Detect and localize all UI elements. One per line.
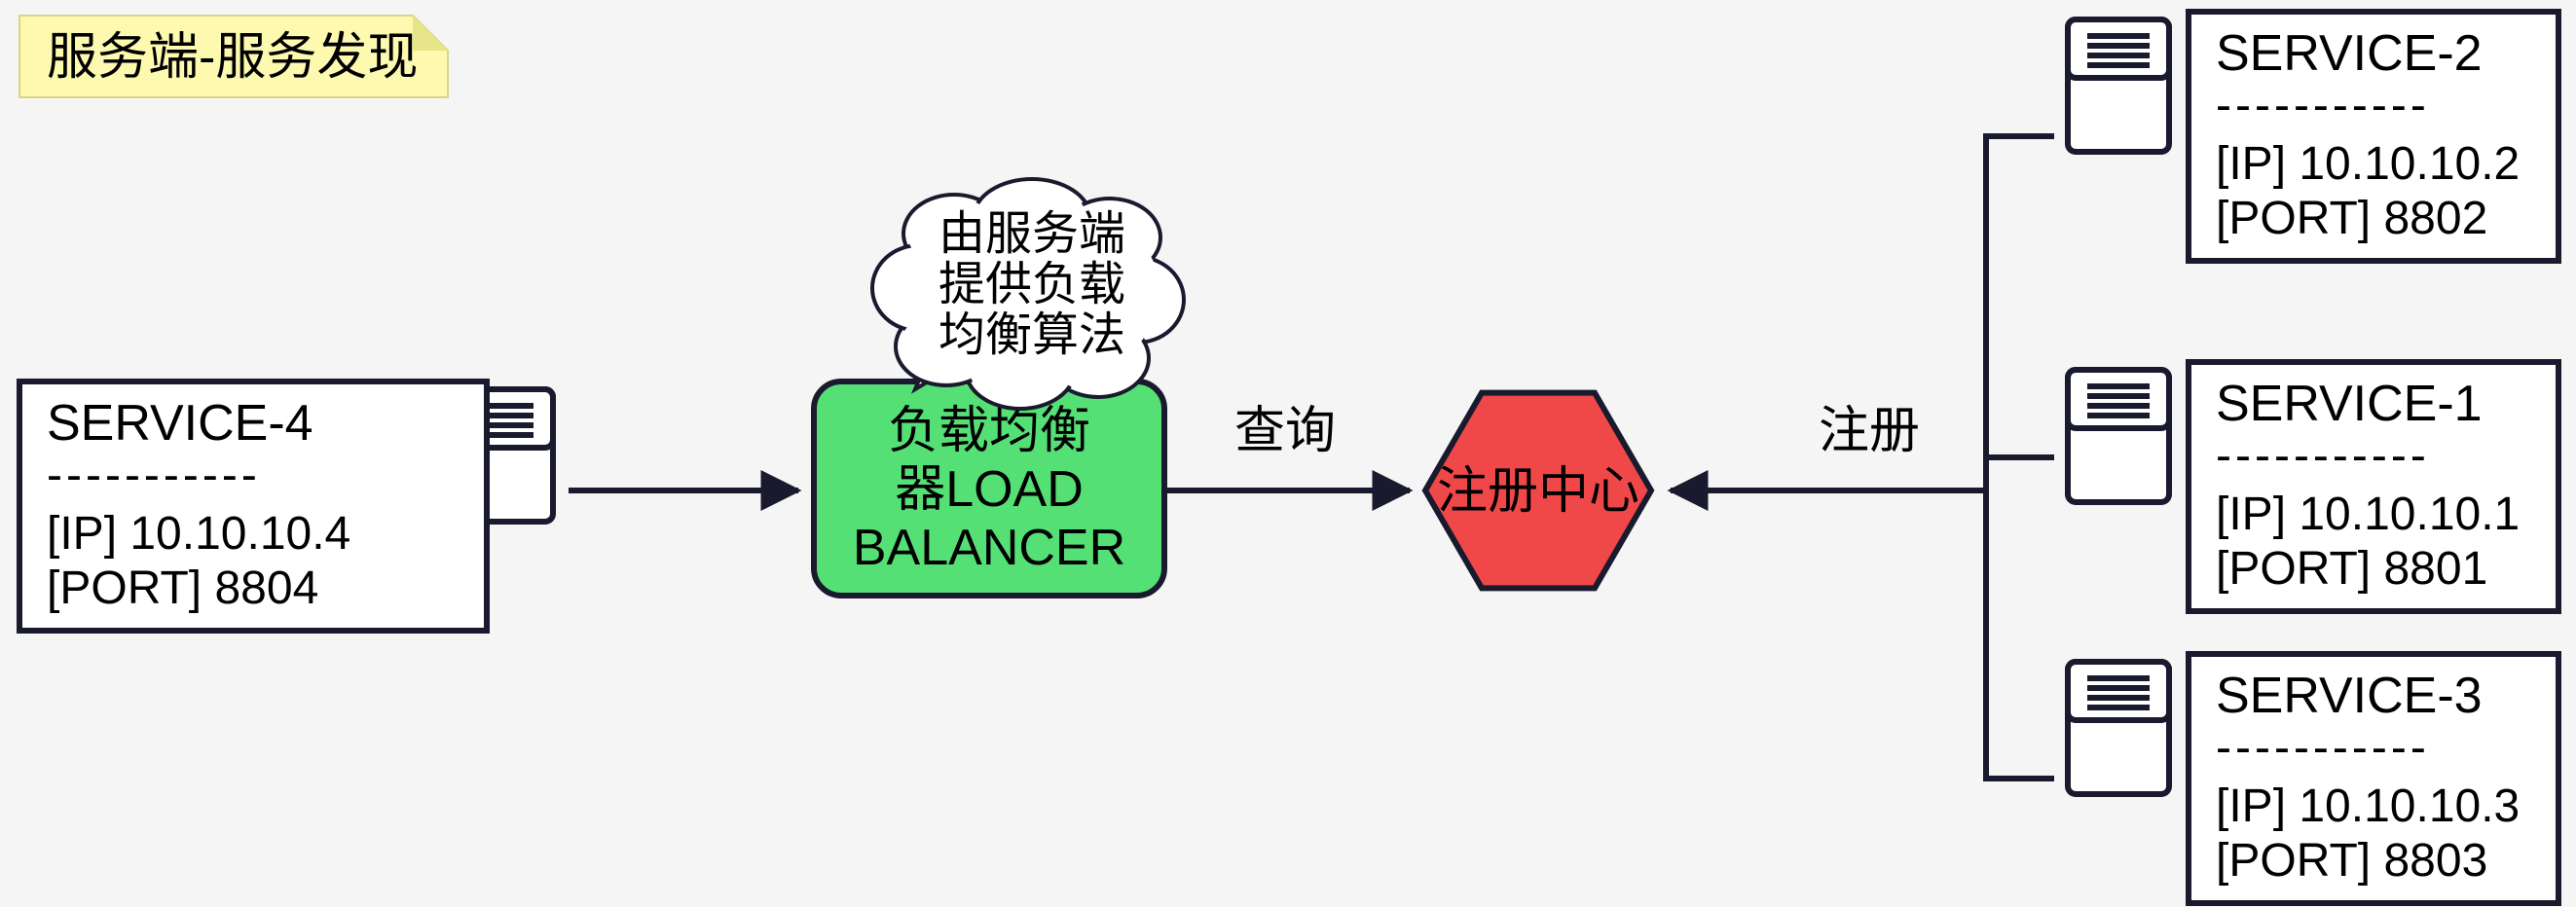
bubble-line: 由服务端 <box>938 208 1125 260</box>
label-query: 查询 <box>1234 403 1336 459</box>
title-note: 服务端-服务发现 <box>19 16 448 97</box>
lb-label-line: BALANCER <box>853 520 1125 576</box>
service-name: SERVICE-2 <box>2216 25 2483 82</box>
service-divider: ----------- <box>47 450 261 501</box>
service-port: [PORT] 8801 <box>2216 543 2487 595</box>
server-icon <box>2068 370 2169 502</box>
lb-label-line: 器LOAD <box>895 461 1084 518</box>
service-ip: [IP] 10.10.10.2 <box>2216 138 2520 190</box>
service-card-service-1: SERVICE-1----------- [IP] 10.10.10.1[PORT… <box>2189 362 2558 611</box>
lb-speech-bubble: 由服务端提供负载均衡算法 <box>872 179 1184 409</box>
service-port: [PORT] 8802 <box>2216 193 2487 244</box>
title-text: 服务端-服务发现 <box>47 29 418 86</box>
server-icon <box>2068 662 2169 794</box>
service-card-service-3: SERVICE-3----------- [IP] 10.10.10.3[PORT… <box>2189 654 2558 903</box>
service-name: SERVICE-3 <box>2216 668 2483 724</box>
server-icon <box>2068 19 2169 152</box>
service-ip: [IP] 10.10.10.3 <box>2216 780 2520 832</box>
service-port: [PORT] 8804 <box>47 562 318 614</box>
service-ip: [IP] 10.10.10.4 <box>47 508 350 560</box>
service-card-service-2: SERVICE-2----------- [IP] 10.10.10.2[PORT… <box>2189 12 2558 261</box>
service-port: [PORT] 8803 <box>2216 835 2487 887</box>
service-divider: ----------- <box>2216 430 2430 482</box>
service-4-card: SERVICE-4----------- [IP] 10.10.10.4[PORT… <box>19 381 487 631</box>
service-name: SERVICE-4 <box>47 395 313 452</box>
bubble-line: 均衡算法 <box>938 309 1125 361</box>
label-register: 注册 <box>1819 403 1920 459</box>
service-ip: [IP] 10.10.10.1 <box>2216 489 2520 540</box>
service-divider: ----------- <box>2216 80 2430 131</box>
bubble-line: 提供负载 <box>938 259 1125 310</box>
load-balancer-node: 负载均衡器LOADBALANCER <box>814 381 1164 596</box>
registry-node: 注册中心 <box>1425 393 1651 589</box>
service-divider: ----------- <box>2216 722 2430 774</box>
service-bracket <box>1986 136 2054 779</box>
lb-label-line: 负载均衡 <box>888 403 1090 459</box>
service-name: SERVICE-1 <box>2216 376 2483 432</box>
registry-label: 注册中心 <box>1437 463 1639 520</box>
